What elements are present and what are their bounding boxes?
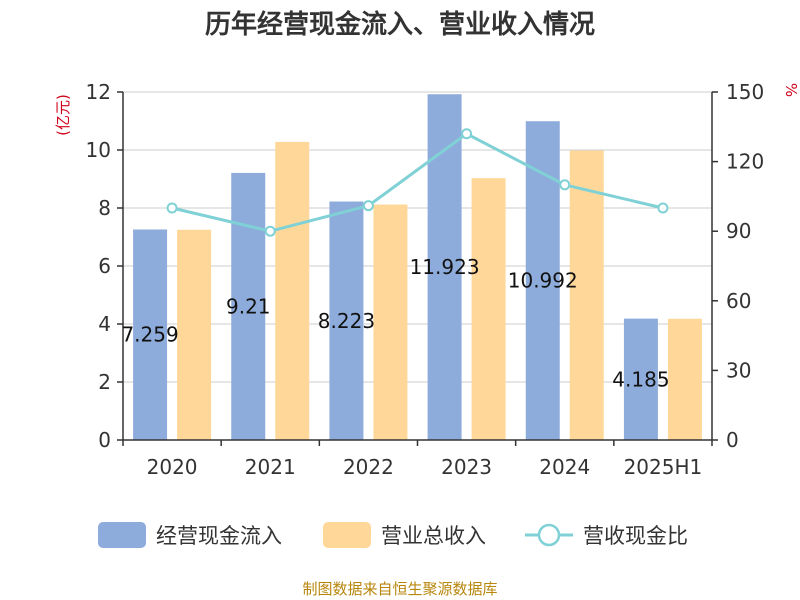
bar-data-label: 11.923	[410, 255, 480, 279]
source-note: 制图数据来自恒生聚源数据库	[302, 580, 497, 598]
bar-data-label: 10.992	[508, 269, 578, 293]
y-right-tick-label: 30	[726, 358, 751, 382]
y-right-tick-label: 0	[726, 428, 739, 452]
gridlines	[123, 91, 712, 383]
bars	[133, 94, 702, 441]
y-left-tick-label: 6	[98, 254, 111, 278]
bar-revenue	[177, 229, 212, 440]
ratio-point	[559, 179, 571, 191]
legend: 经营现金流入 营业总收入 营收现金比	[98, 522, 688, 548]
data-labels: 7.259 9.21 8.223 11.923 10.992 4.185	[121, 255, 669, 391]
bar-revenue	[275, 141, 310, 440]
bar-data-label: 7.259	[121, 323, 178, 347]
legend-swatch	[323, 522, 371, 548]
bar-revenue	[667, 318, 702, 440]
x-tick-label: 2025H1	[624, 455, 703, 479]
y-right-tick-label: 90	[726, 219, 751, 243]
legend-swatch	[98, 522, 146, 548]
bar-data-label: 9.21	[226, 294, 271, 318]
bar-data-label: 8.223	[318, 309, 375, 333]
legend-label: 营业总收入	[381, 524, 486, 548]
chart-title: 历年经营现金流入、营业收入情况	[205, 9, 595, 40]
bar-cash-inflow	[231, 172, 266, 440]
y-left-tick-label: 10	[86, 138, 111, 162]
x-tick-label: 2023	[441, 455, 492, 479]
bar-revenue	[569, 150, 604, 440]
ratio-point	[166, 202, 178, 214]
bar-data-label: 4.185	[612, 367, 669, 391]
x-tick-label: 2024	[539, 455, 590, 479]
ratio-point	[657, 202, 669, 214]
bar-revenue	[471, 178, 506, 440]
legend-label: 营收现金比	[583, 524, 688, 548]
y-right-tick-label: 150	[726, 80, 764, 104]
y-left-tick-label: 0	[98, 428, 111, 452]
ratio-line	[166, 128, 669, 237]
x-tick-label: 2022	[343, 455, 394, 479]
x-tick-label: 2021	[245, 455, 296, 479]
legend-marker	[537, 523, 561, 547]
x-tick-label: 2020	[147, 455, 198, 479]
bar-cash-inflow	[329, 201, 364, 440]
ratio-point	[461, 128, 473, 140]
ratio-point	[362, 200, 374, 212]
y-right-unit: %	[782, 83, 800, 97]
bar-cash-inflow	[427, 94, 462, 440]
y-left-tick-label: 8	[98, 196, 111, 220]
bar-cash-inflow	[133, 229, 168, 440]
y-left-tick-label: 4	[98, 312, 111, 336]
bar-cash-inflow	[623, 318, 658, 440]
legend-label: 经营现金流入	[156, 524, 282, 548]
ratio-line-path	[171, 131, 664, 233]
y-left-tick-label: 12	[86, 80, 111, 104]
y-left-tick-label: 2	[98, 370, 111, 394]
y-right-tick-label: 120	[726, 150, 764, 174]
y-right-tick-label: 60	[726, 289, 751, 313]
y-left-unit: (亿元)	[54, 94, 72, 136]
bar-revenue	[373, 204, 408, 440]
ratio-point	[264, 225, 276, 237]
